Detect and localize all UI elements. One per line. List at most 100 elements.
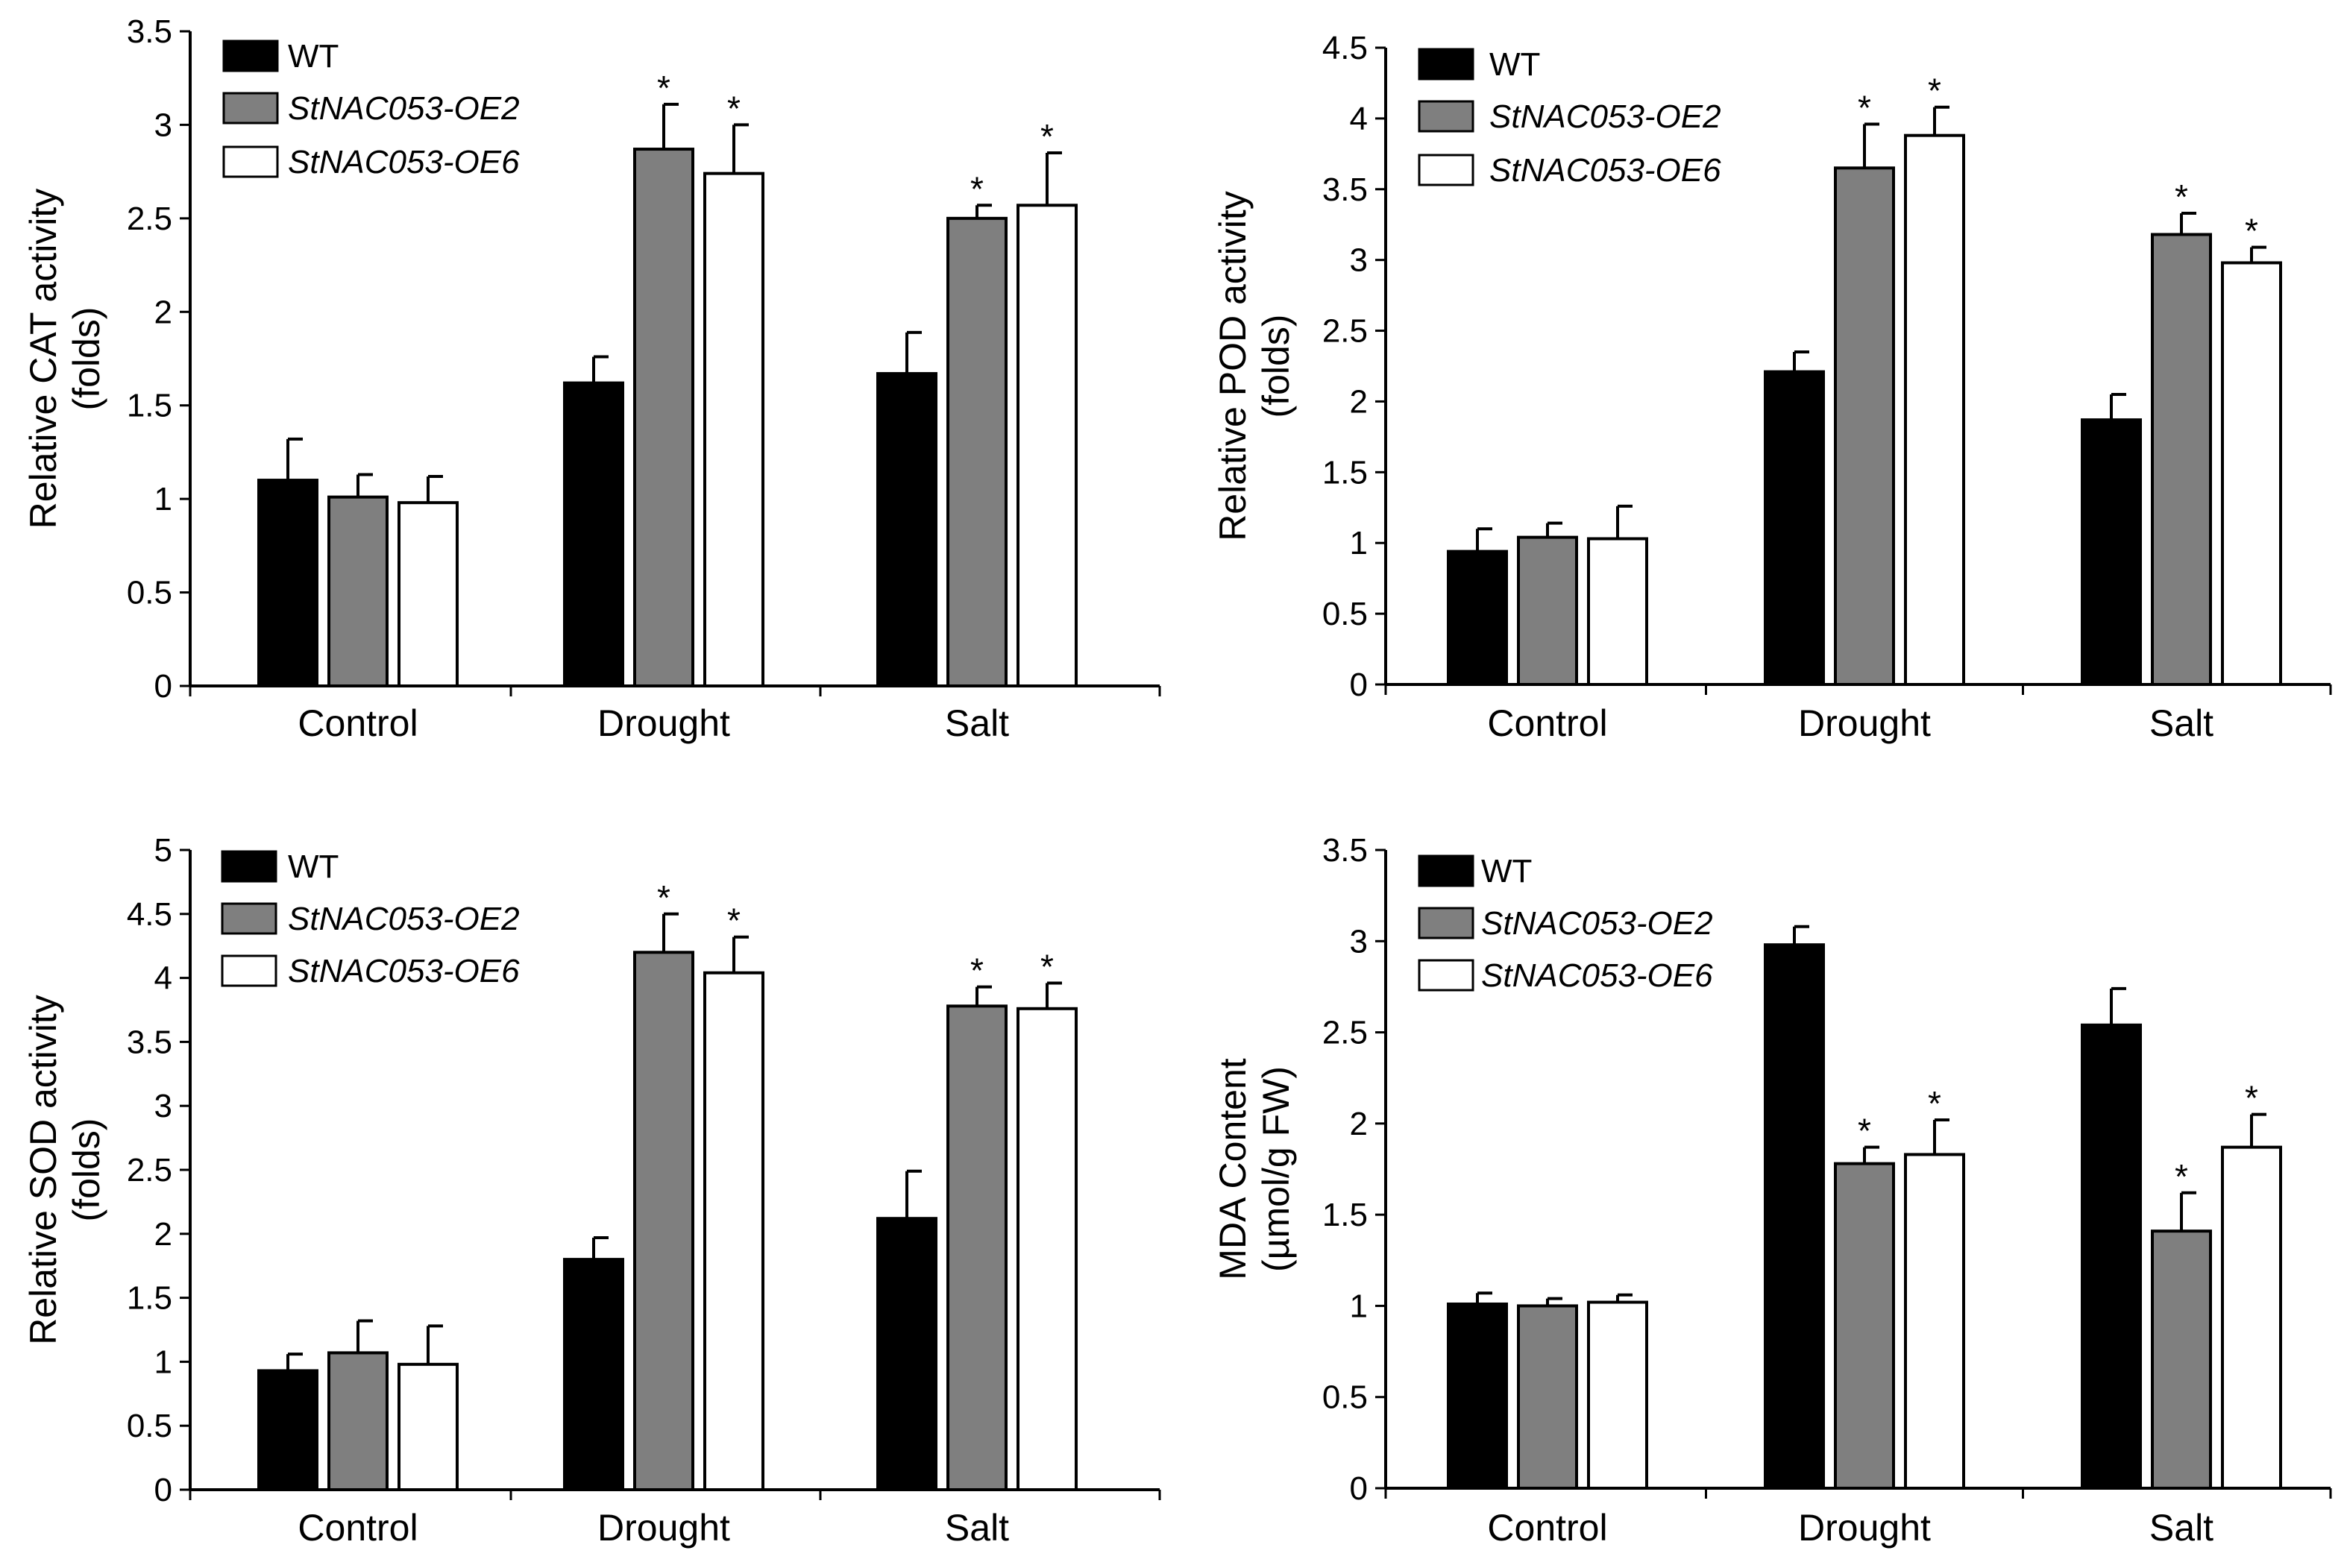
legend-item-oe2: StNAC053-OE2: [221, 901, 520, 937]
legend-label-wt: WT: [1481, 853, 1532, 890]
bar-oe6: [1017, 1007, 1078, 1492]
significance-star: *: [1040, 117, 1054, 156]
plot-area: 0 0.5 1 1.5 2 2.5 3 3.5 Control Drought Salt MDA Co…: [1212, 832, 2332, 1549]
y-tick-label: 3.5: [127, 13, 172, 50]
y-tick-label: 4.5: [1322, 30, 1368, 66]
y-tick-label: 2.5: [1322, 1015, 1368, 1051]
bar-wt: [876, 1217, 937, 1491]
x-category-label: Control: [298, 702, 418, 744]
panel-mda-content: 0 0.5 1 1.5 2 2.5 3 3.5 Control Drought Salt MDA Co…: [1212, 832, 2332, 1549]
y-tick-label: 2: [154, 294, 172, 330]
y-tick-label: 0: [154, 668, 172, 705]
significance-star: *: [727, 89, 741, 127]
panel-sod-activity: 0 0.5 1 1.5 2 2.5 3 3.5 4 4.5 5 Control Drought Salt R…: [22, 832, 1161, 1549]
y-tick-label: 0.5: [1322, 1379, 1368, 1416]
legend-swatch-oe2: [221, 902, 277, 935]
y-tick-label: 1: [1350, 1288, 1368, 1324]
bar-oe2: [633, 148, 694, 688]
bar-oe2: [1517, 1304, 1578, 1490]
bar-oe6: [1904, 1153, 1965, 1490]
bar-oe6: [703, 971, 764, 1491]
y-tick-label: 4.5: [127, 896, 172, 933]
legend-swatch-oe2: [222, 92, 279, 125]
y-tick-label: 4: [1350, 101, 1368, 137]
legend-label-oe6: StNAC053-OE6: [1489, 152, 1721, 189]
x-category-label: Control: [1487, 702, 1607, 744]
legend-item-oe6: StNAC053-OE6: [222, 144, 520, 180]
x-category-label: Drought: [1798, 1507, 1931, 1549]
y-tick-label: 3: [154, 107, 172, 143]
x-category-label: Drought: [597, 1507, 730, 1549]
bar-oe2: [2151, 233, 2212, 686]
y-tick-label: 0: [154, 1472, 172, 1508]
panel-pod-activity: 0 0.5 1 1.5 2 2.5 3 3.5 4 4.5 Control Drought Salt Re…: [1212, 30, 2332, 744]
legend: WT StNAC053-OE2 StNAC053-OE6: [1418, 46, 1721, 189]
bar-oe6: [398, 1362, 459, 1492]
y-tick-label: 2: [154, 1216, 172, 1253]
y-axis-title-units: (µmol/g FW): [1255, 1066, 1297, 1272]
y-tick-label: 3.5: [1322, 832, 1368, 869]
y-tick-label: 0: [1350, 667, 1368, 703]
legend-swatch-oe6: [222, 145, 279, 178]
legend-label-oe2: StNAC053-OE2: [288, 90, 520, 127]
y-tick-label: 2.5: [127, 1152, 172, 1188]
y-axis-title-units: (folds): [66, 307, 107, 411]
legend-swatch-oe6: [1418, 154, 1474, 186]
legend-item-oe6: StNAC053-OE6: [1418, 152, 1721, 189]
y-tick-label: 2: [1350, 383, 1368, 420]
bar-wt: [1764, 370, 1825, 686]
bar-oe6: [1904, 133, 1965, 686]
bar-oe6: [1017, 204, 1078, 688]
y-tick-label: 0.5: [127, 1408, 172, 1444]
legend-swatch-wt: [221, 850, 277, 883]
legend-swatch-oe6: [221, 954, 277, 987]
bar-oe2: [1517, 535, 1578, 686]
legend: WT StNAC053-OE2 StNAC053-OE6: [1418, 853, 1713, 994]
legend-item-oe2: StNAC053-OE2: [1418, 905, 1713, 942]
bar-oe2: [946, 1004, 1008, 1492]
y-tick-label: 1.5: [1322, 454, 1368, 491]
legend-label-wt: WT: [1489, 46, 1540, 83]
significance-star: *: [1858, 88, 1871, 127]
legend-item-oe6: StNAC053-OE6: [1418, 957, 1713, 994]
y-axis-title: Relative CAT activity: [22, 189, 64, 529]
bar-wt: [563, 381, 624, 688]
y-tick-label: 3: [154, 1088, 172, 1124]
y-tick-label: 1.5: [127, 1280, 172, 1317]
x-category-label: Drought: [597, 702, 730, 744]
x-category-label: Drought: [1798, 702, 1931, 744]
legend-swatch-wt: [222, 40, 279, 72]
legend-swatch-oe6: [1418, 959, 1474, 992]
y-tick-label: 5: [154, 832, 172, 869]
y-tick-label: 3.5: [127, 1024, 172, 1060]
significance-star: *: [1858, 1112, 1871, 1150]
legend: WT StNAC053-OE2 StNAC053-OE6: [222, 38, 520, 180]
bar-wt: [257, 1369, 318, 1491]
bar-oe6: [2221, 261, 2282, 686]
y-tick-label: 3: [1350, 923, 1368, 960]
y-axis-title: Relative POD activity: [1212, 191, 1254, 541]
legend-label-oe2: StNAC053-OE2: [288, 901, 520, 937]
significance-star: *: [657, 878, 670, 917]
legend-swatch-oe2: [1418, 100, 1474, 133]
bar-oe2: [327, 1351, 389, 1491]
bar-oe2: [1834, 166, 1895, 687]
y-tick-label: 1.5: [1322, 1197, 1368, 1233]
x-category-label: Control: [298, 1507, 418, 1549]
significance-star: *: [1928, 72, 1941, 110]
significance-star: *: [970, 169, 984, 208]
x-category-label: Salt: [2149, 1507, 2213, 1549]
bar-oe6: [703, 171, 764, 687]
legend-label-wt: WT: [288, 38, 339, 75]
bar-oe2: [633, 951, 694, 1491]
y-tick-label: 0: [1350, 1470, 1368, 1507]
legend-label-oe2: StNAC053-OE2: [1481, 905, 1713, 942]
y-tick-label: 0.5: [1322, 596, 1368, 632]
bar-oe2: [1834, 1162, 1895, 1490]
y-axis-title: MDA Content: [1212, 1058, 1254, 1279]
legend-label-wt: WT: [288, 848, 339, 885]
bar-oe6: [1587, 1300, 1648, 1490]
y-tick-label: 1.5: [127, 388, 172, 424]
legend-swatch-oe2: [1418, 907, 1474, 939]
significance-star: *: [2245, 212, 2258, 251]
